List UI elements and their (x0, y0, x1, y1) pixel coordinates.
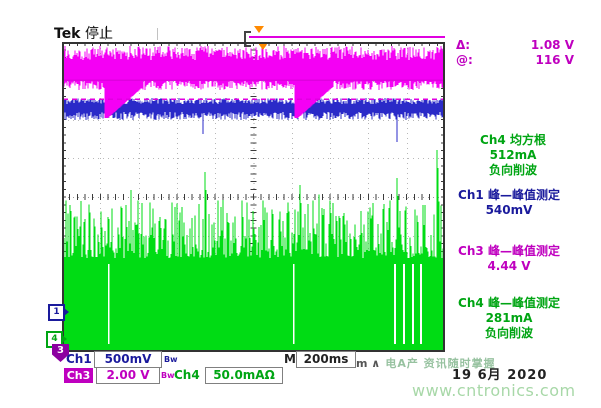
brand-label: Tek (54, 26, 81, 42)
acquisition-status: 停止 (84, 26, 113, 42)
ch1-marker-arrow-icon (64, 308, 69, 316)
measurement-ch1-pkpk: Ch1 峰—峰值测定 540mV (424, 188, 594, 218)
ch3-bandwidth-icon: Bw (161, 371, 175, 380)
record-view-tick-2 (157, 28, 158, 40)
measurement-value: 512mA (489, 148, 537, 162)
record-view-tick (105, 27, 106, 40)
ch1-position-marker: 1 (48, 304, 69, 321)
record-window-bar (249, 36, 445, 38)
measurement-title: Ch4 峰—峰值测定 (458, 296, 560, 310)
measurement-value: 4.44 V (487, 259, 531, 273)
measurement-ch4-pkpk: Ch4 峰—峰值测定 281mA 负向削波 (424, 296, 594, 341)
trigger-readout: m ∧ 电A产 资讯随时掌握 (356, 352, 496, 371)
ch1-status-label: Ch1 (66, 352, 92, 366)
measurement-note: 负向削波 (488, 163, 537, 177)
watermark-fragment: 电A产 资讯随时掌握 (385, 357, 496, 370)
ch4-status-label: Ch4 (174, 368, 200, 382)
measurement-value: 540mV (485, 203, 533, 217)
measurement-ch4-rms: Ch4 均方根 512mA 负向削波 (428, 133, 598, 178)
cursor-delta-label: Δ: (456, 38, 471, 52)
trigger-readout-text: m ∧ (356, 357, 381, 370)
cursor-at-value: 116 V (535, 53, 574, 67)
ch3-scale-box: 2.00 V (96, 367, 160, 384)
cursor-readout: Δ: 1.08 V @: 116 V (456, 38, 588, 68)
measurement-title: Ch1 峰—峰值测定 (458, 188, 560, 202)
cursor-delta-row: Δ: 1.08 V (456, 38, 588, 53)
ch3-position-marker: 3 (52, 344, 69, 362)
timebase-label: M (284, 352, 296, 366)
ch4-marker-label: 4 (51, 334, 58, 344)
record-window-bracket (244, 31, 251, 47)
date-stamp: 19 6月 2020 (452, 368, 548, 383)
waveform-graticule (62, 42, 445, 352)
ch3-marker-label: 3 (57, 345, 64, 356)
measurement-title: Ch4 均方根 (480, 133, 546, 147)
ch3-status-chip: Ch3 (64, 368, 93, 383)
cursor-at-label: @: (456, 53, 473, 67)
cursor-at-row: @: 116 V (456, 53, 588, 68)
ch4-scale-box: 50.0mAΩ (205, 367, 283, 384)
ch1-marker-label: 1 (53, 307, 60, 317)
measurement-value: 281mA (485, 311, 533, 325)
cursor-delta-value: 1.08 V (530, 38, 574, 52)
watermark: www.cntronics.com (412, 381, 576, 400)
ch1-scale-box: 500mV (94, 351, 162, 368)
ch1-bandwidth-icon: Bw (164, 355, 178, 364)
ch4-marker-arrow-icon (62, 335, 67, 343)
measurement-title: Ch3 峰—峰值测定 (458, 244, 560, 258)
measurement-note: 负向削波 (484, 326, 533, 340)
trigger-position-icon (254, 26, 264, 33)
timebase-box: 200ms (296, 351, 356, 368)
measurement-ch3-pkpk: Ch3 峰—峰值测定 4.44 V (424, 244, 594, 274)
